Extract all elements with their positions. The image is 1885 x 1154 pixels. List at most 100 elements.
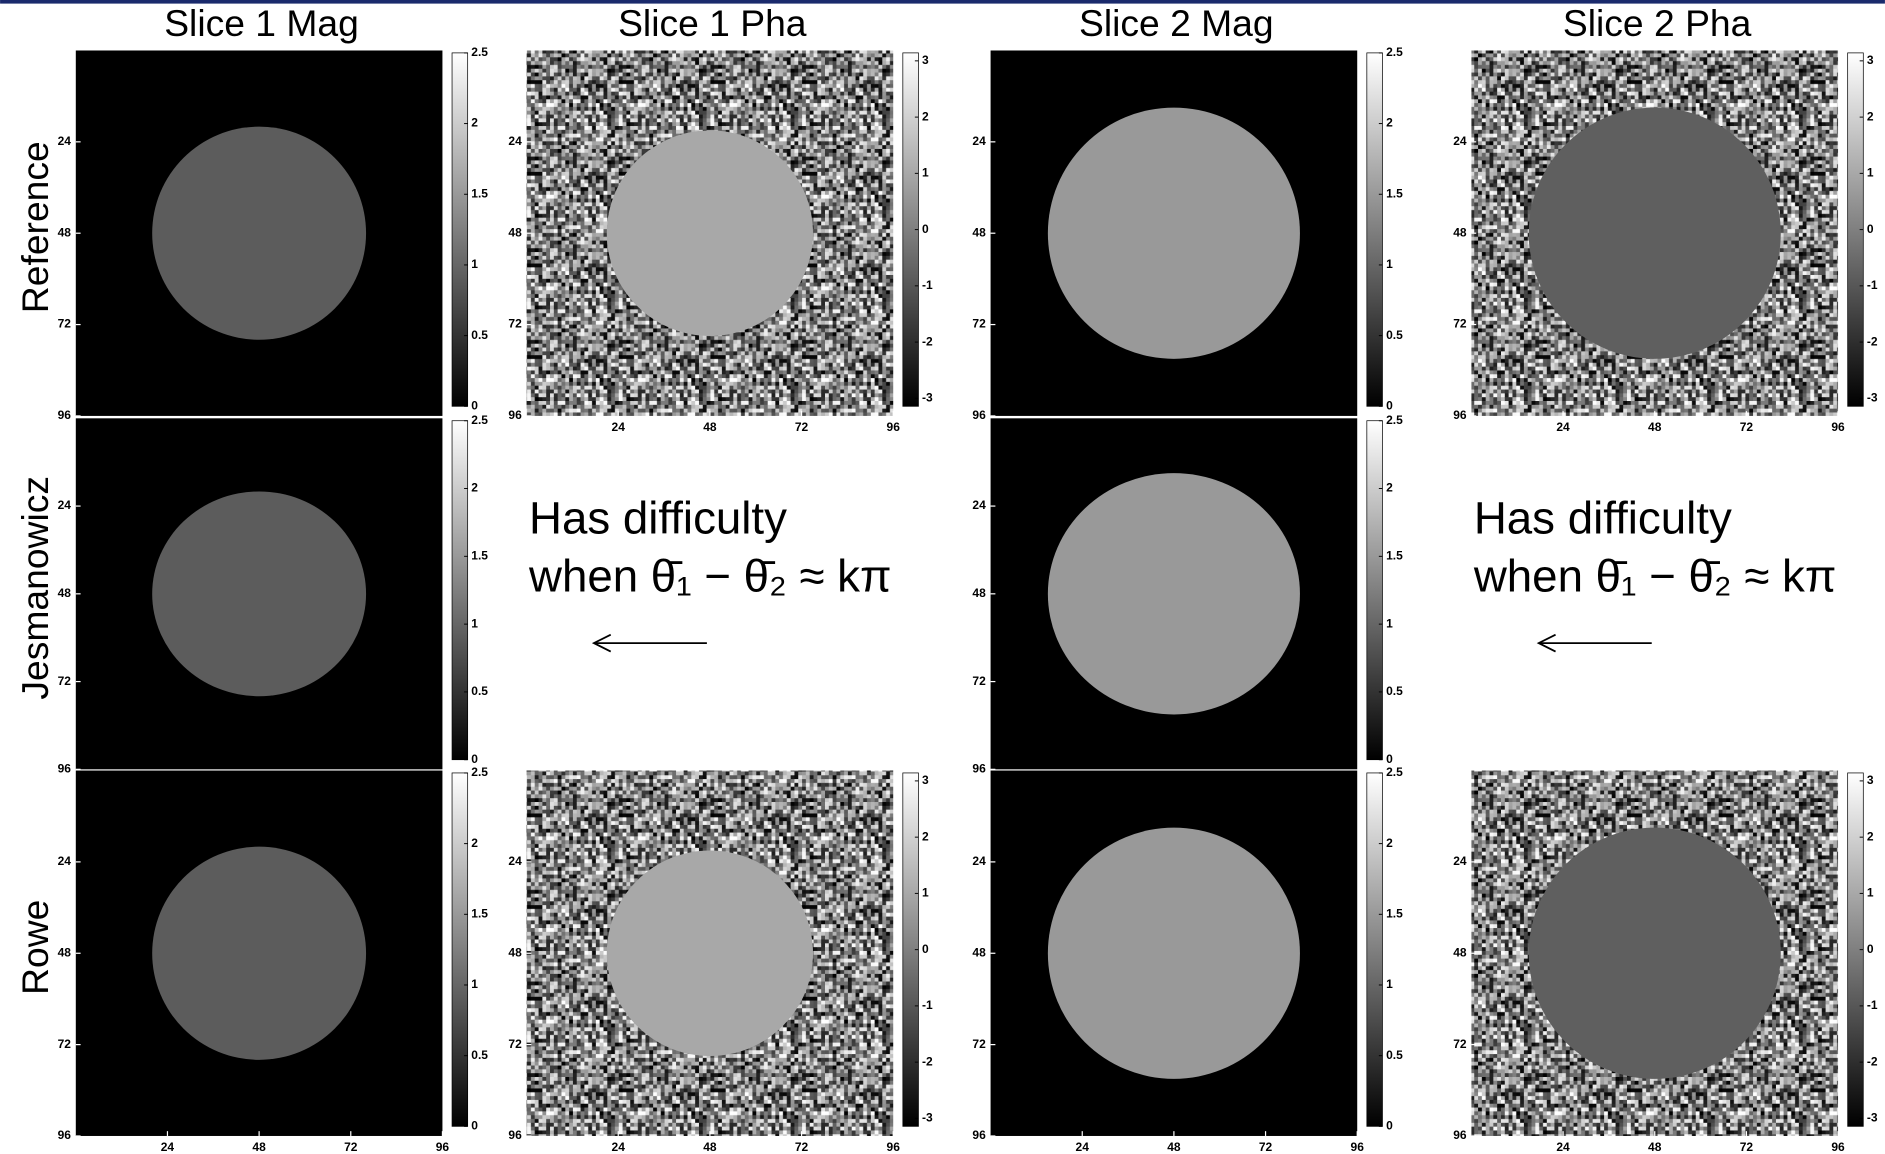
colorbar-tick-label: 1 xyxy=(1867,166,1874,180)
row-label: Rowe xyxy=(14,900,56,995)
colorbar-tick-label: 1 xyxy=(471,257,478,271)
colorbar-tick-label: 2 xyxy=(1386,836,1393,850)
colorbar-tick-label: 1 xyxy=(471,977,478,991)
y-tick-label: 24 xyxy=(58,134,72,148)
colorbar-tick-label: -1 xyxy=(922,998,933,1012)
row-label: Reference xyxy=(14,141,56,313)
phantom-disc xyxy=(152,847,366,1060)
y-tick-label: 72 xyxy=(972,317,986,331)
colorbar-tick-label: 3 xyxy=(922,53,929,67)
colorbar xyxy=(452,421,468,760)
y-tick-label: 24 xyxy=(508,134,522,148)
phantom-disc xyxy=(152,127,366,340)
colorbar-tick-label: 1.5 xyxy=(471,906,488,920)
colorbar-tick-label: 2 xyxy=(471,481,478,495)
colorbar-tick-label: 0.5 xyxy=(1386,684,1403,698)
colorbar-tick-label: 3 xyxy=(1867,53,1874,67)
y-tick-label: 24 xyxy=(972,854,986,868)
annotation-text: Has difficulty xyxy=(1474,493,1732,544)
page: Slice 1 MagSlice 1 PhaSlice 2 MagSlice 2… xyxy=(0,0,1885,1154)
x-tick-label: 96 xyxy=(1351,1140,1365,1154)
colorbar-tick-label: -3 xyxy=(922,391,933,405)
y-tick-label: 48 xyxy=(1453,945,1467,959)
colorbar-tick-label: 0 xyxy=(471,1119,478,1133)
y-tick-label: 72 xyxy=(58,317,72,331)
x-tick-label: 24 xyxy=(612,420,626,434)
colorbar-tick-label: 0.5 xyxy=(1386,1048,1403,1062)
y-tick-label: 96 xyxy=(1453,408,1467,422)
colorbar xyxy=(1367,53,1383,406)
x-tick-label: 48 xyxy=(703,1140,717,1154)
y-tick-label: 48 xyxy=(972,945,986,959)
colorbar-tick-label: 1.5 xyxy=(1386,186,1403,200)
colorbar-tick-label: 0 xyxy=(1867,222,1874,236)
x-tick-label: 72 xyxy=(1740,1140,1754,1154)
colorbar-tick-label: 2 xyxy=(471,836,478,850)
y-tick-label: 96 xyxy=(1453,1128,1467,1142)
y-tick-label: 48 xyxy=(58,945,72,959)
x-tick-label: 72 xyxy=(1259,1140,1273,1154)
x-tick-label: 72 xyxy=(344,1140,358,1154)
colorbar-tick-label: 1 xyxy=(1386,616,1393,630)
y-tick-label: 72 xyxy=(1453,1037,1467,1051)
colorbar-tick-label: 2 xyxy=(1386,116,1393,130)
colorbar-tick-label: 1.5 xyxy=(1386,548,1403,562)
colorbar-tick-label: 0 xyxy=(1386,752,1393,766)
x-tick-label: 72 xyxy=(795,1140,809,1154)
colorbar-tick-label: 0.5 xyxy=(471,1048,488,1062)
y-tick-label: 96 xyxy=(508,408,522,422)
colorbar-tick-label: -2 xyxy=(922,1054,933,1068)
colorbar-tick-label: 2.5 xyxy=(1386,765,1403,779)
y-tick-label: 72 xyxy=(508,1037,522,1051)
x-tick-label: 48 xyxy=(252,1140,266,1154)
colorbar-tick-label: -2 xyxy=(1867,334,1878,348)
colorbar-tick-label: 1 xyxy=(1386,257,1393,271)
phantom-disc xyxy=(1529,828,1781,1079)
y-tick-label: 72 xyxy=(58,674,72,688)
x-tick-label: 48 xyxy=(1167,1140,1181,1154)
annotation-text: Has difficulty xyxy=(529,493,787,544)
column-title: Slice 2 Mag xyxy=(1079,2,1274,44)
colorbar-tick-label: 0 xyxy=(922,222,929,236)
colorbar-tick-label: 3 xyxy=(922,773,929,787)
colorbar-tick-label: 1 xyxy=(1867,886,1874,900)
colorbar-tick-label: 0 xyxy=(1386,1119,1393,1133)
colorbar-tick-label: 2 xyxy=(471,116,478,130)
y-tick-label: 96 xyxy=(58,762,72,776)
column-title: Slice 2 Pha xyxy=(1563,2,1752,44)
colorbar-tick-label: 1 xyxy=(922,166,929,180)
x-tick-label: 48 xyxy=(1648,1140,1662,1154)
y-tick-label: 72 xyxy=(508,317,522,331)
y-tick-label: 24 xyxy=(508,854,522,868)
colorbar-tick-label: 0 xyxy=(471,752,478,766)
colorbar-tick-label: -1 xyxy=(1867,998,1878,1012)
column-title: Slice 1 Pha xyxy=(618,2,807,44)
colorbar-tick-label: -2 xyxy=(1867,1054,1878,1068)
y-tick-label: 24 xyxy=(58,854,72,868)
slide: Slice 1 MagSlice 1 PhaSlice 2 MagSlice 2… xyxy=(0,0,1885,1154)
colorbar xyxy=(1367,773,1383,1126)
annotation-text: when θ̄₁ − θ̄₂ ≈ kπ xyxy=(528,550,892,601)
y-tick-label: 48 xyxy=(58,586,72,600)
x-tick-label: 96 xyxy=(887,1140,901,1154)
colorbar-tick-label: -2 xyxy=(922,334,933,348)
colorbar-tick-label: 1.5 xyxy=(471,548,488,562)
colorbar-tick-label: 1 xyxy=(922,886,929,900)
x-tick-label: 96 xyxy=(1831,1140,1845,1154)
y-tick-label: 24 xyxy=(1453,134,1467,148)
colorbar-tick-label: 2.5 xyxy=(471,413,488,427)
y-tick-label: 48 xyxy=(58,225,72,239)
y-tick-label: 48 xyxy=(508,945,522,959)
colorbar-tick-label: 0 xyxy=(471,398,478,412)
y-tick-label: 48 xyxy=(972,586,986,600)
row-label: Jesmanowicz xyxy=(14,476,56,700)
colorbar xyxy=(452,53,468,406)
y-tick-label: 24 xyxy=(972,498,986,512)
colorbar-tick-label: 2 xyxy=(1867,109,1874,123)
x-tick-label: 48 xyxy=(1648,420,1662,434)
phantom-disc xyxy=(1048,108,1300,359)
colorbar-tick-label: 1.5 xyxy=(1386,906,1403,920)
y-tick-label: 24 xyxy=(58,498,72,512)
y-tick-label: 96 xyxy=(972,762,986,776)
phantom-disc xyxy=(1529,108,1781,359)
